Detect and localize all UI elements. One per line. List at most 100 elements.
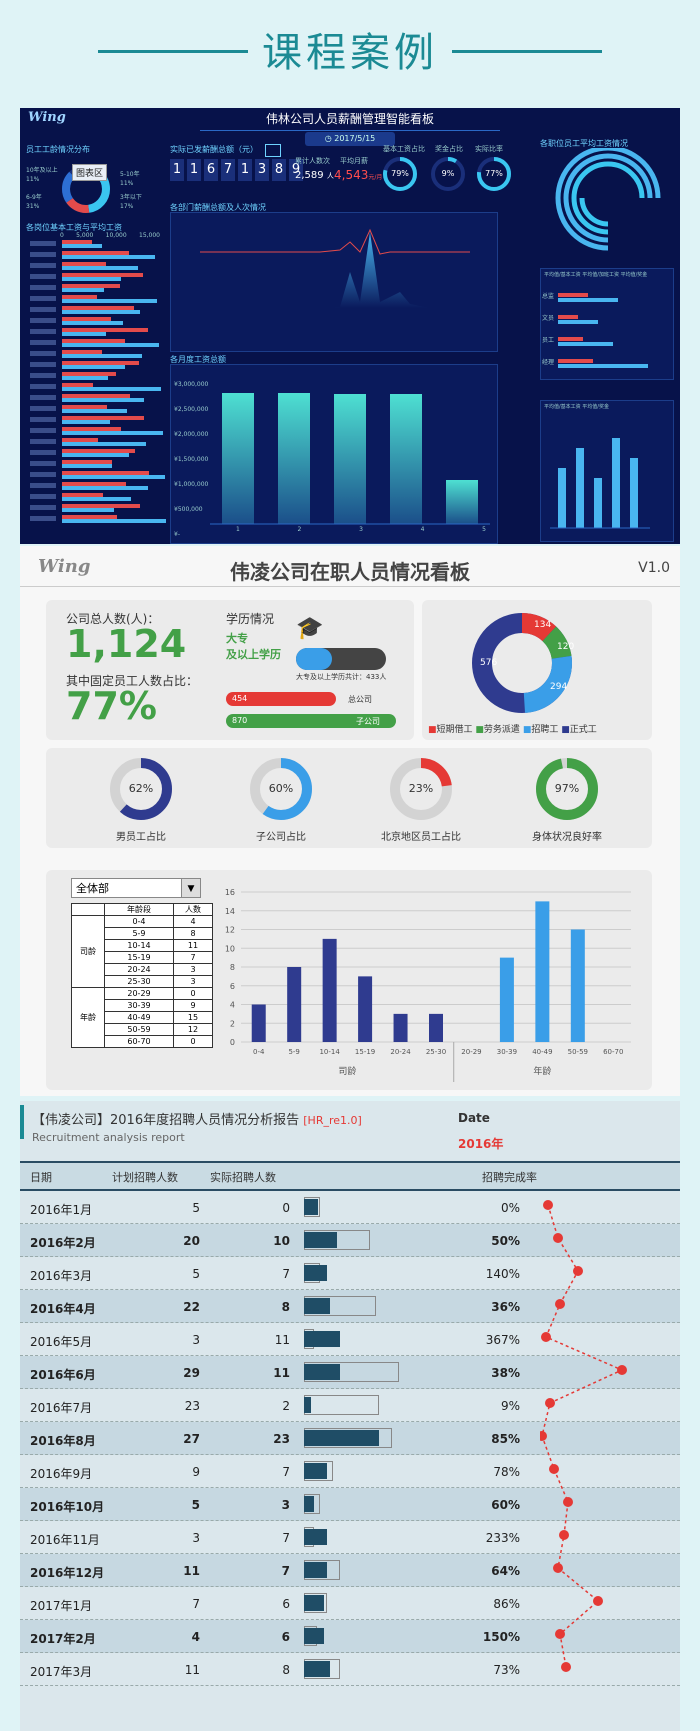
dept-bar-avg [62,255,155,259]
ring-label: 男员工占比 [116,832,166,843]
donut-value: 576 [480,658,498,668]
dept-bar-avg [62,497,131,501]
table-row[interactable]: 2016年3月 5 7 140% [20,1257,680,1290]
actual-cell: 10 [273,1234,290,1248]
header-line-right [452,50,602,53]
table-row[interactable]: 2016年9月 9 7 78% [20,1455,680,1488]
row-separator [20,1256,680,1257]
headcount-unit: 人 [326,172,334,180]
age-bar [393,1013,408,1042]
dept-select[interactable]: 全体部 ▼ [71,878,201,898]
table-row[interactable]: 2017年2月 4 6 150% [20,1620,680,1653]
rate-cell: 140% [485,1267,520,1281]
ring-pct: 62% [128,782,154,795]
month-cell: 2016年6月 [30,1368,96,1382]
pos-col [612,438,620,528]
table-row[interactable]: 2016年4月 22 8 36% [20,1290,680,1323]
dept-bar-avg [62,464,112,468]
trend-chart [200,228,470,308]
monthly-x-tick: 5 [482,526,486,533]
dashboard-date[interactable]: ◷ 2017/5/15 [305,132,395,146]
edu-bar-fill [296,648,332,670]
salary-digit: 7 [221,159,235,181]
plan-cell: 3 [192,1531,200,1545]
dept-bar-base [62,240,92,244]
row-separator [20,1355,680,1356]
month-cell: 2016年12月 [30,1566,105,1580]
age-table-cell: 20-24 [104,963,174,976]
report-subtitle: Recruitment analysis report [32,1131,185,1144]
dept-bar-base [62,405,107,409]
pos-bar [558,359,593,363]
table-row[interactable]: 2016年12月 11 7 64% [20,1554,680,1587]
ring-label: 北京地区员工占比 [381,832,461,843]
donut-legend-item: 劳务派遣 [483,725,520,735]
legend3-item: 平均值/基本工资 [544,404,581,410]
table-row[interactable]: 2016年7月 23 2 9% [20,1389,680,1422]
age-label: 10年及以上 [26,167,58,174]
salary-dashboard: Wing 伟林公司人员薪酬管理智能看板 ◷ 2017/5/15 员工工龄情况分布… [20,108,680,544]
actual-cell: 2 [282,1399,290,1413]
dept-bar-base [62,394,130,398]
salary-digit: 1 [170,159,184,181]
table-row[interactable]: 2016年2月 20 10 50% [20,1224,680,1257]
rate-point [543,1200,553,1210]
actual-bar [304,1529,327,1545]
plan-cell: 27 [183,1432,200,1446]
dept-label-block [30,461,56,466]
headcount-label: 累计人数次 [295,157,330,165]
ring-pct: 60% [268,782,294,795]
actual-bar [304,1331,341,1347]
right-panel-title: 各职位员工平均工资情况 [540,139,628,148]
table-row[interactable]: 2017年3月 11 8 73% [20,1653,680,1686]
report-header: 【伟凌公司】2016年度招聘人员情况分析报告 [HR_re1.0] Recrui… [20,1101,680,1161]
rate-cell: 0% [500,1201,520,1215]
rate-cell: 9% [500,1399,520,1413]
age-labels-right2: 3年以下 17% [120,193,142,211]
ring-beijing [390,758,452,820]
table-row[interactable]: 2016年8月 27 23 85% [20,1422,680,1455]
dept-axis-tick: 15,000 [139,232,160,239]
age-table-row: 60-70 0 [72,1035,213,1048]
avg-salary-number: 4,543 [334,168,369,182]
table-row[interactable]: 2016年6月 29 11 38% [20,1356,680,1389]
table-row[interactable]: 2016年5月 3 11 367% [20,1323,680,1356]
month-cell: 2016年1月 [30,1203,93,1217]
y-tick-label: 0 [230,1038,235,1047]
chevron-down-icon[interactable]: ▼ [181,879,200,897]
actual-cell: 8 [281,1300,290,1314]
actual-cell: 3 [281,1498,290,1512]
age-bar [287,967,302,1042]
table-row[interactable]: 2017年1月 7 6 86% [20,1587,680,1620]
dept-label-block [30,483,56,488]
monthly-axis-tick: ¥- [174,531,180,538]
dept-bar-avg [62,508,114,512]
age-table-cell [71,903,105,916]
age-table-row: 年龄段 人数 [71,903,213,916]
table-row[interactable]: 2016年1月 5 0 0% [20,1191,680,1224]
col-header: 招聘完成率 [482,1171,537,1184]
table-row[interactable]: 2016年11月 3 7 233% [20,1521,680,1554]
age-table-cell: 9 [173,999,213,1012]
ring-male [110,758,172,820]
dept-bar-base [62,460,112,464]
dept-label-block [30,307,56,312]
plan-cell: 5 [191,1498,200,1512]
dept-axis-tick: 5,000 [76,232,94,239]
dept-bar-base [62,284,120,288]
age-table-row: 20-24 3 [72,963,213,976]
avg-salary-value: 4,543元/月 [334,168,382,182]
month-cell: 2016年5月 [30,1335,93,1349]
board-logo: Wing [38,556,91,577]
dept-bar-avg [62,519,166,523]
actual-cell: 11 [273,1366,290,1380]
dept-bar-base [62,416,144,420]
recruitment-report: 【伟凌公司】2016年度招聘人员情况分析报告 [HR_re1.0] Recrui… [20,1101,680,1731]
dept-label-block [30,351,56,356]
age-label: 5-10年 [120,171,140,178]
ring-fill [250,758,312,820]
dept-bar-avg [62,365,125,369]
actual-bar [304,1232,337,1248]
salary-digit: 9 [289,159,303,181]
